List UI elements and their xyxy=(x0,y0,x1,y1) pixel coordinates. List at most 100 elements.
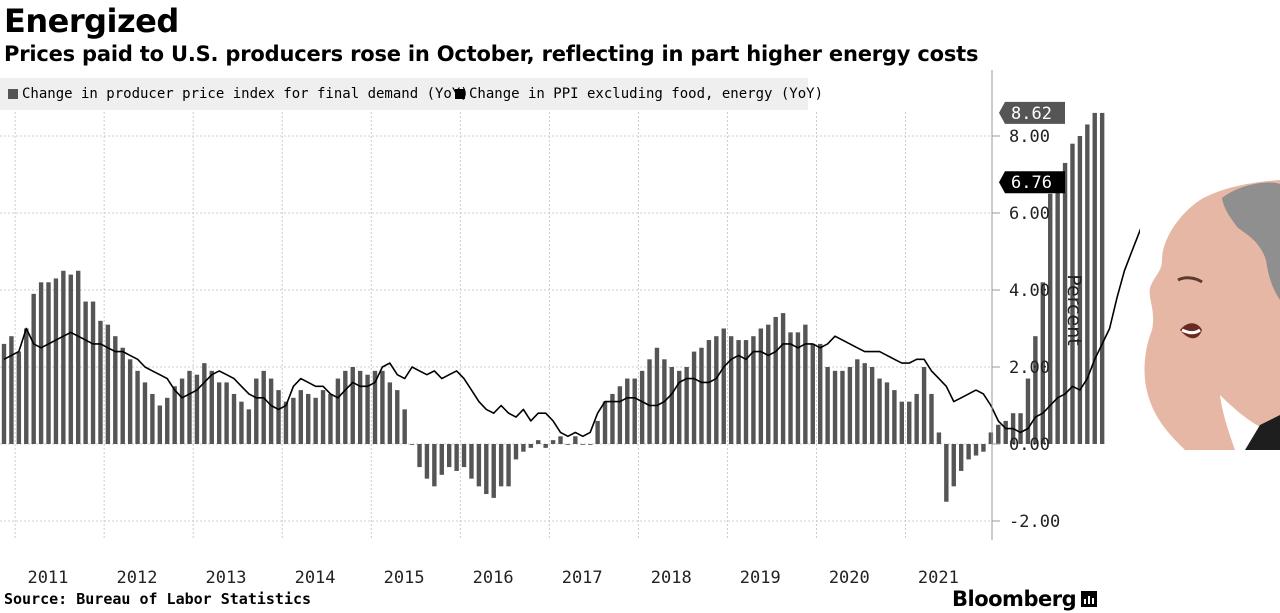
ppi-bar xyxy=(239,401,244,444)
ppi-bar xyxy=(691,351,697,444)
ppi-bar xyxy=(981,444,986,452)
ppi-bar xyxy=(1092,112,1097,445)
ppi-bar xyxy=(869,367,875,444)
ppi-bar xyxy=(543,444,548,448)
ppi-bar xyxy=(884,382,890,444)
ppi-bar xyxy=(268,378,274,444)
ppi-bar xyxy=(61,270,66,444)
ppi-bar xyxy=(632,378,637,444)
legend-item-ppi: Change in producer price index for final… xyxy=(8,86,469,102)
brand-name: Bloomberg xyxy=(952,587,1077,611)
brand-logo: Bloomberg xyxy=(952,587,1098,611)
ppi-bar xyxy=(818,343,823,444)
end-value-label: 8.62 xyxy=(1011,104,1052,124)
y-tick-label: -2.00 xyxy=(1009,512,1060,532)
ppi-bar xyxy=(31,293,36,444)
ppi-bar xyxy=(862,363,867,444)
ppi-bar xyxy=(298,390,303,444)
ppi-bar xyxy=(484,444,489,495)
ppi-bar xyxy=(877,378,882,444)
ppi-bar xyxy=(328,393,333,444)
ppi-bar xyxy=(254,378,259,444)
ppi-bar xyxy=(996,424,1001,444)
ppi-bar xyxy=(1085,124,1090,444)
ppi-bar xyxy=(350,367,355,444)
ppi-bar xyxy=(795,332,801,444)
ppi-bar xyxy=(224,382,229,444)
y-axis-title: Percent xyxy=(1063,274,1085,346)
ppi-bar xyxy=(98,320,103,444)
ppi-bar xyxy=(432,444,437,487)
end-value-badge-bg xyxy=(999,101,1065,124)
ppi-bar xyxy=(1048,193,1053,444)
ppi-bar xyxy=(320,390,326,444)
ppi-bar xyxy=(558,436,563,444)
core-ppi-line xyxy=(3,228,1140,438)
ppi-bar xyxy=(387,382,393,444)
ppi-bar xyxy=(914,393,919,444)
ppi-bar xyxy=(120,347,125,444)
ppi-bar xyxy=(1055,174,1060,444)
chart-title: Energized xyxy=(4,2,179,40)
ppi-bar xyxy=(187,370,192,444)
ppi-bar xyxy=(135,370,140,444)
x-tick-label: 2011 xyxy=(27,568,68,588)
ppi-bar xyxy=(306,393,311,444)
end-value-badge-bg xyxy=(999,171,1065,194)
ppi-bar xyxy=(677,370,682,444)
ppi-bar xyxy=(1099,112,1105,445)
ppi-bar xyxy=(855,359,860,444)
ppi-bar xyxy=(1040,282,1045,444)
ppi-bar xyxy=(276,390,281,444)
ppi-bar xyxy=(929,393,934,444)
ppi-bar xyxy=(973,444,979,456)
ppi-bar xyxy=(24,328,29,444)
ppi-bar xyxy=(424,444,430,479)
ppi-bar xyxy=(550,440,556,444)
x-tick-label: 2019 xyxy=(740,568,781,588)
ppi-bar xyxy=(1062,162,1068,444)
legend-swatch-core xyxy=(455,89,465,99)
ppi-bar xyxy=(172,386,177,444)
ppi-bar xyxy=(788,332,793,444)
ppi-bar xyxy=(417,444,422,468)
x-tick-label: 2018 xyxy=(651,568,692,588)
ppi-bar xyxy=(313,397,318,444)
legend-label-ppi: Change in producer price index for final… xyxy=(22,86,469,102)
ppi-bar xyxy=(469,444,474,479)
ppi-bar xyxy=(617,386,623,444)
x-tick-label: 2020 xyxy=(829,568,870,588)
ppi-bar xyxy=(343,370,348,444)
ppi-bar xyxy=(291,397,296,444)
ppi-bar xyxy=(580,444,585,445)
ppi-bar xyxy=(639,370,645,444)
ppi-bar xyxy=(16,351,22,444)
ppi-bar xyxy=(53,278,59,444)
end-value-badge: 6.76 xyxy=(999,171,1065,194)
ppi-bar xyxy=(335,378,341,444)
ppi-bar xyxy=(447,444,452,468)
ppi-bar xyxy=(194,374,200,444)
x-tick-label: 2015 xyxy=(384,568,425,588)
ppi-bar xyxy=(528,444,534,448)
x-tick-label: 2012 xyxy=(117,568,158,588)
ppi-bar xyxy=(1033,336,1038,444)
ppi-bar xyxy=(958,444,964,471)
end-value-label: 6.76 xyxy=(1011,173,1052,193)
ppi-bar xyxy=(736,340,741,444)
ppi-bar xyxy=(38,282,44,444)
ppi-bar xyxy=(372,370,378,444)
ppi-bar xyxy=(76,270,81,444)
ppi-bar xyxy=(892,390,897,444)
x-tick-label: 2013 xyxy=(206,568,247,588)
ppi-bar xyxy=(439,444,444,475)
portrait-image xyxy=(1144,180,1280,450)
ppi-bar xyxy=(491,444,496,498)
ppi-bar xyxy=(46,282,51,444)
ppi-bar xyxy=(506,444,511,487)
ppi-bar xyxy=(1,343,7,444)
ppi-bar xyxy=(1003,420,1008,444)
y-tick-label: 2.00 xyxy=(1009,358,1050,378)
ppi-bar xyxy=(714,336,719,444)
ppi-bar xyxy=(202,363,207,444)
